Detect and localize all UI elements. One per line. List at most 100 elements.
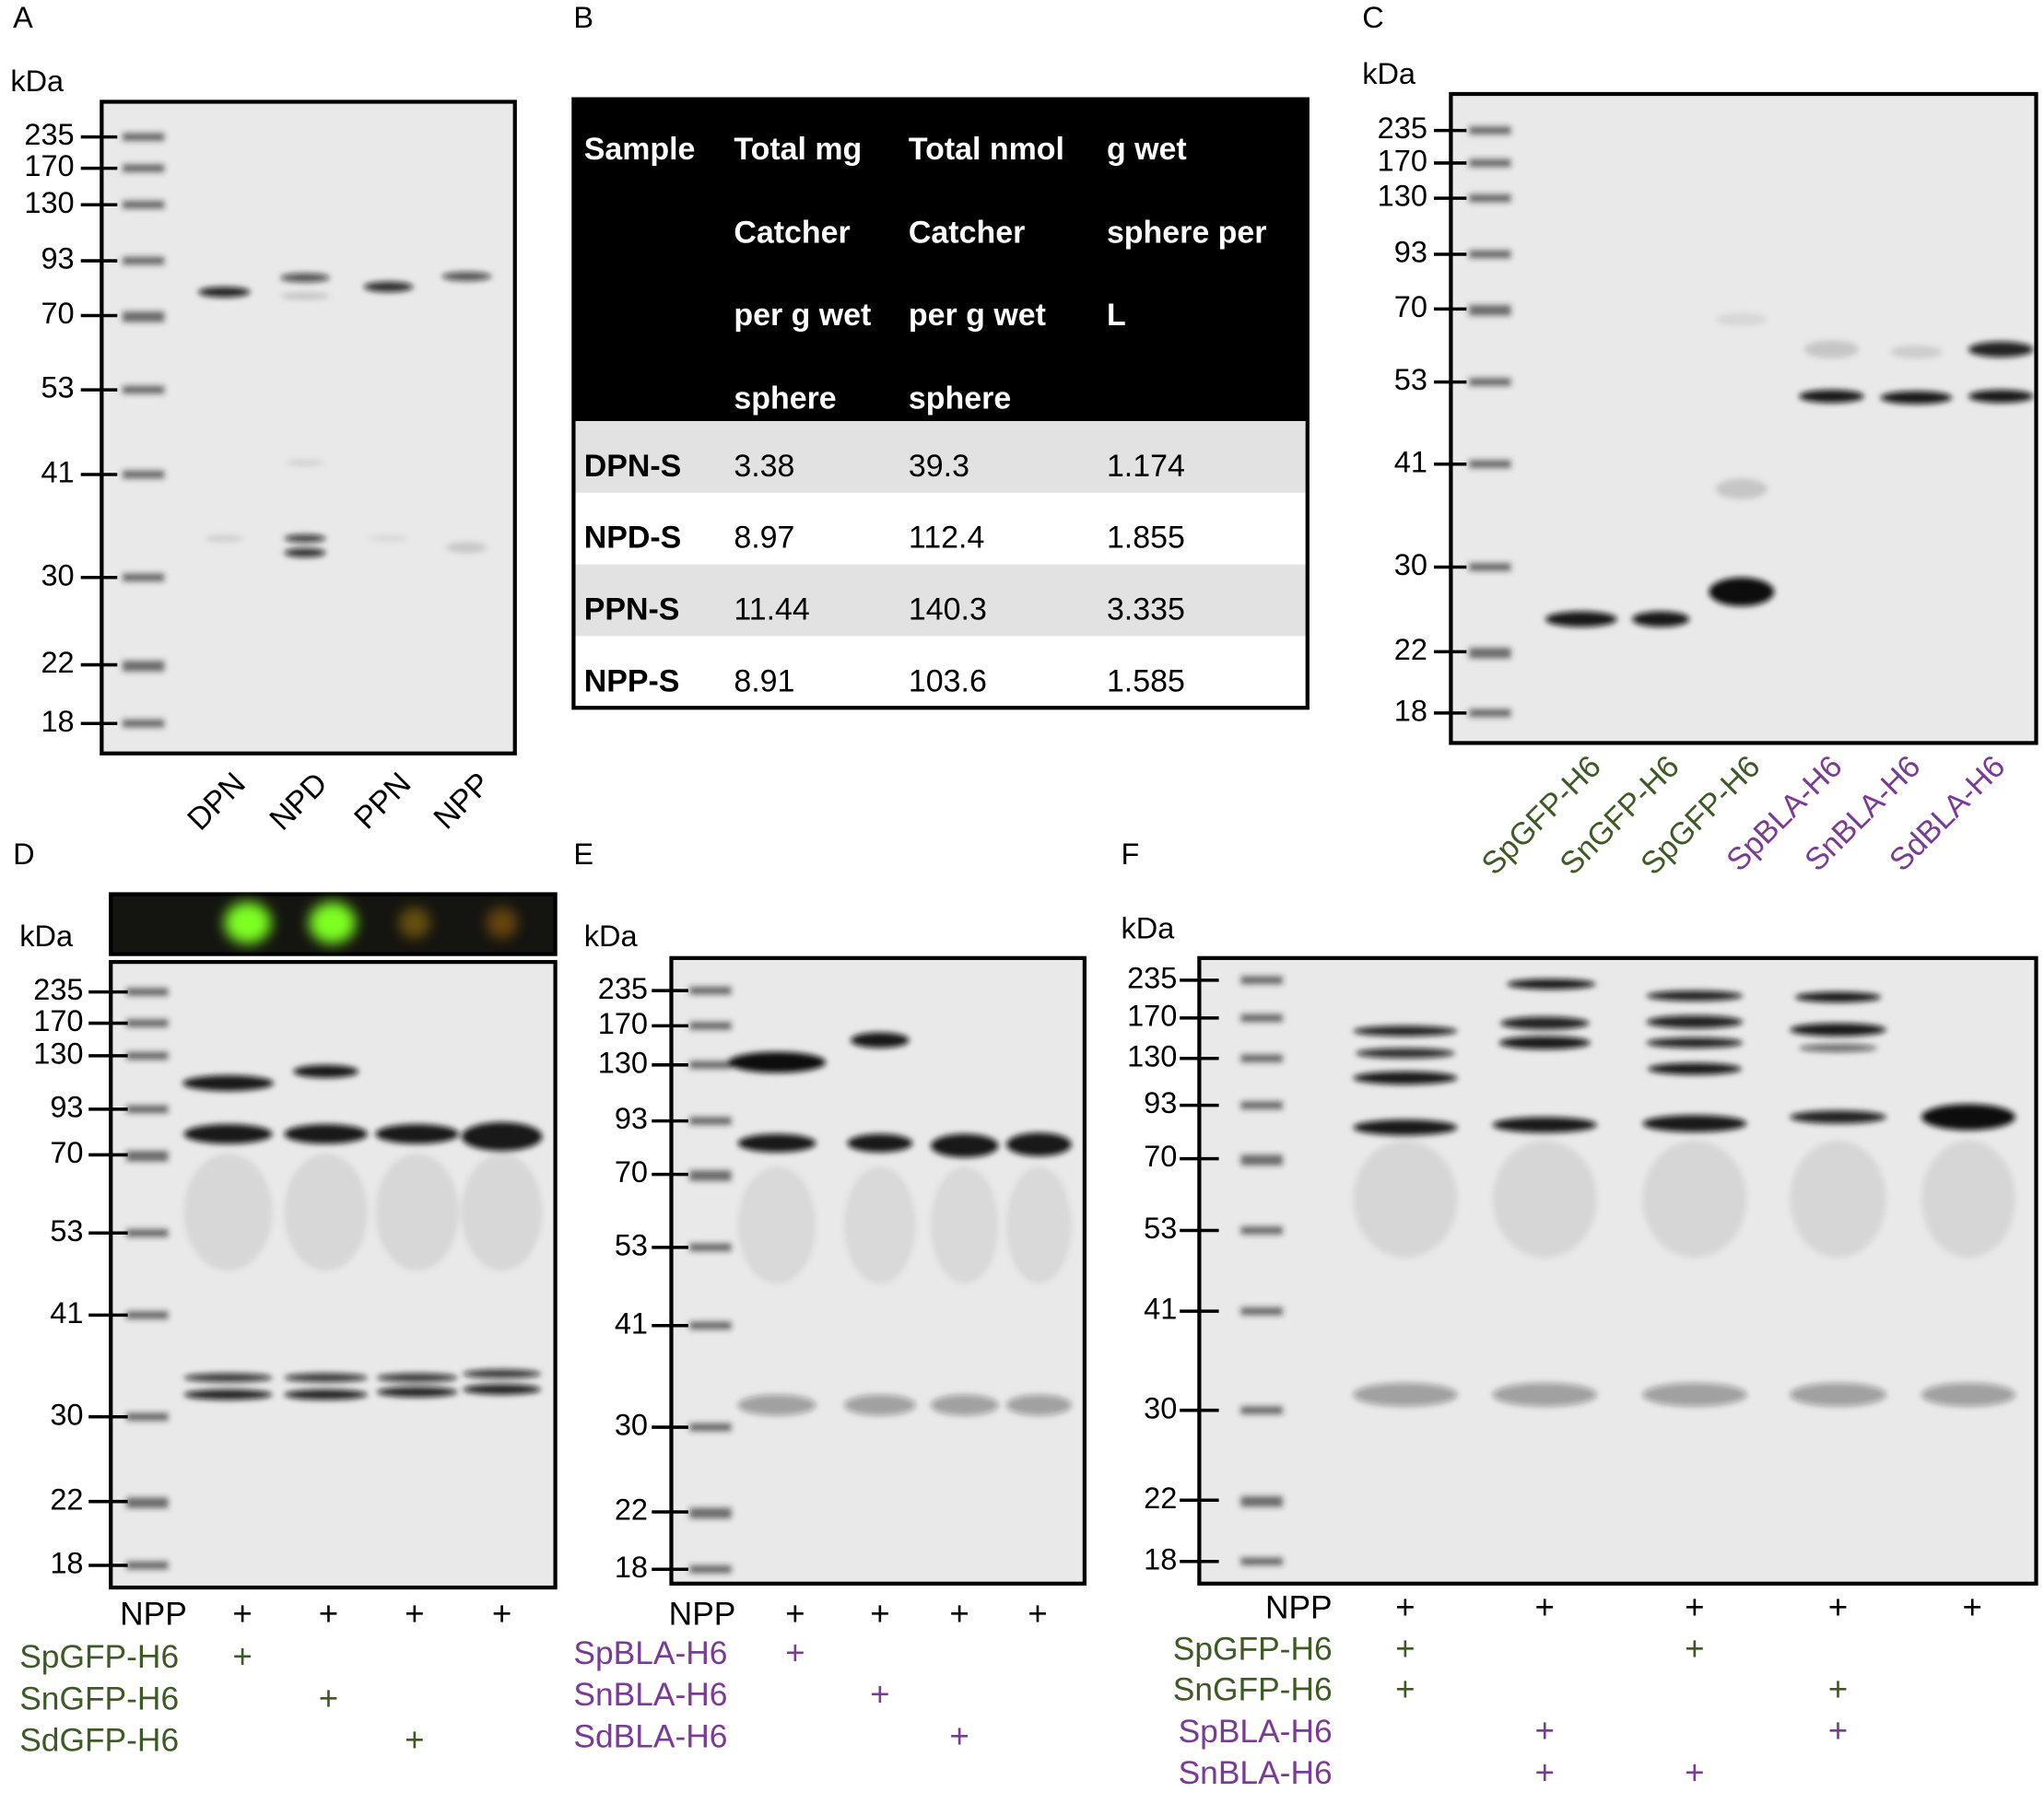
ladder-band bbox=[1240, 1496, 1283, 1507]
lane-label: NPP bbox=[427, 766, 497, 836]
protein-band bbox=[284, 1154, 368, 1271]
protein-band bbox=[1921, 1104, 2015, 1130]
panel-letter: A bbox=[13, 1, 33, 34]
table-cell: 3.38 bbox=[734, 449, 794, 484]
marker-label: 93 bbox=[1394, 236, 1427, 269]
protein-band bbox=[1356, 1048, 1455, 1059]
table-cell: 140.3 bbox=[909, 592, 987, 627]
marker-label: 170 bbox=[598, 1007, 648, 1040]
ladder-band bbox=[126, 1412, 169, 1421]
ladder-band bbox=[122, 164, 165, 172]
ladder-band bbox=[1469, 648, 1511, 659]
gel-frame bbox=[1197, 955, 2038, 1586]
marker-label: 22 bbox=[41, 646, 74, 679]
protein-band bbox=[1545, 611, 1617, 627]
marker-label: 235 bbox=[598, 972, 648, 1005]
protein-band bbox=[1006, 1394, 1072, 1416]
protein-band bbox=[737, 1394, 816, 1416]
condition-name: NPP bbox=[120, 1597, 187, 1633]
gel-bands bbox=[122, 133, 492, 728]
protein-band bbox=[1646, 990, 1744, 1002]
protein-band bbox=[1353, 1071, 1458, 1085]
table-cell: NPP-S bbox=[584, 663, 680, 698]
marker-label: 30 bbox=[50, 1398, 83, 1431]
condition-name: SpGFP-H6 bbox=[19, 1639, 179, 1675]
protein-band bbox=[1790, 1382, 1886, 1407]
ladder-band bbox=[1240, 1154, 1283, 1166]
unit-label: kDa bbox=[1362, 57, 1416, 90]
table-cell: PPN-S bbox=[584, 592, 680, 627]
ladder-band bbox=[122, 573, 165, 582]
marker-label: 53 bbox=[1394, 363, 1427, 396]
ladder-band bbox=[122, 719, 165, 728]
table-cell: 1.585 bbox=[1107, 663, 1185, 698]
protein-band bbox=[182, 1075, 275, 1092]
condition-mark: + bbox=[1534, 1588, 1554, 1626]
gel-frame bbox=[669, 955, 1087, 1586]
protein-band bbox=[1880, 391, 1953, 404]
protein-band bbox=[1921, 1140, 2015, 1259]
marker-label: 130 bbox=[1127, 1039, 1177, 1072]
marker-label: 18 bbox=[50, 1547, 83, 1580]
protein-band bbox=[843, 1394, 916, 1416]
condition-name: NPP bbox=[669, 1597, 736, 1633]
gel-frame bbox=[100, 100, 517, 756]
table-cell: 103.6 bbox=[909, 663, 987, 698]
condition-mark: + bbox=[1828, 1712, 1848, 1750]
marker-label: 18 bbox=[615, 1551, 648, 1584]
protein-band bbox=[1715, 478, 1768, 499]
ladder-band bbox=[689, 1060, 732, 1070]
ladder-band bbox=[126, 1229, 169, 1237]
marker-label: 22 bbox=[615, 1494, 648, 1527]
ladder-band bbox=[1469, 709, 1511, 718]
marker-label: 41 bbox=[615, 1306, 648, 1340]
ladder-band bbox=[122, 470, 165, 479]
marker-label: 18 bbox=[1394, 694, 1427, 727]
protein-band bbox=[284, 1373, 368, 1383]
protein-band bbox=[843, 1166, 916, 1284]
table-header: Total nmol bbox=[909, 132, 1064, 167]
condition-mark: + bbox=[870, 1595, 889, 1633]
gel-bands bbox=[126, 988, 543, 1570]
ladder-band bbox=[1469, 250, 1511, 259]
table-header: sphere bbox=[734, 381, 836, 416]
gel-background bbox=[101, 101, 515, 754]
condition-mark: + bbox=[1028, 1595, 1047, 1633]
table-cell: 1.174 bbox=[1107, 449, 1185, 484]
marker-label: 70 bbox=[1144, 1140, 1177, 1173]
panel-letter: D bbox=[13, 838, 34, 871]
table-header-bg bbox=[573, 99, 1308, 422]
protein-band bbox=[1498, 1036, 1591, 1049]
fluorescence-strip bbox=[109, 892, 558, 956]
protein-band bbox=[1799, 390, 1864, 404]
condition-name: SnBLA-H6 bbox=[573, 1677, 727, 1713]
gel-bands bbox=[1240, 976, 2015, 1566]
protein-band bbox=[183, 1124, 273, 1144]
protein-band bbox=[1803, 340, 1860, 359]
protein-band bbox=[376, 1373, 458, 1383]
marker-label: 22 bbox=[1394, 633, 1427, 666]
condition-mark: + bbox=[1685, 1753, 1704, 1791]
marker-label: 170 bbox=[1127, 999, 1177, 1032]
panel-letter: E bbox=[573, 838, 593, 871]
protein-band bbox=[1006, 1132, 1072, 1156]
protein-band bbox=[847, 1133, 913, 1153]
protein-band bbox=[293, 1064, 358, 1078]
protein-band bbox=[1921, 1382, 2015, 1407]
protein-band bbox=[1647, 1062, 1742, 1075]
protein-band bbox=[930, 1166, 999, 1284]
condition-mark: + bbox=[319, 1595, 338, 1633]
ladder-band bbox=[126, 1151, 169, 1162]
protein-band bbox=[284, 1124, 368, 1144]
marker-label: 18 bbox=[41, 705, 74, 738]
table-header: L bbox=[1107, 298, 1126, 333]
ladder-band bbox=[689, 1117, 732, 1125]
protein-band bbox=[1353, 1140, 1458, 1259]
condition-name: SdBLA-H6 bbox=[573, 1718, 727, 1754]
protein-band bbox=[1794, 991, 1882, 1002]
protein-band bbox=[930, 1133, 999, 1158]
gel-frame bbox=[109, 959, 558, 1590]
marker-label: 22 bbox=[50, 1482, 83, 1516]
